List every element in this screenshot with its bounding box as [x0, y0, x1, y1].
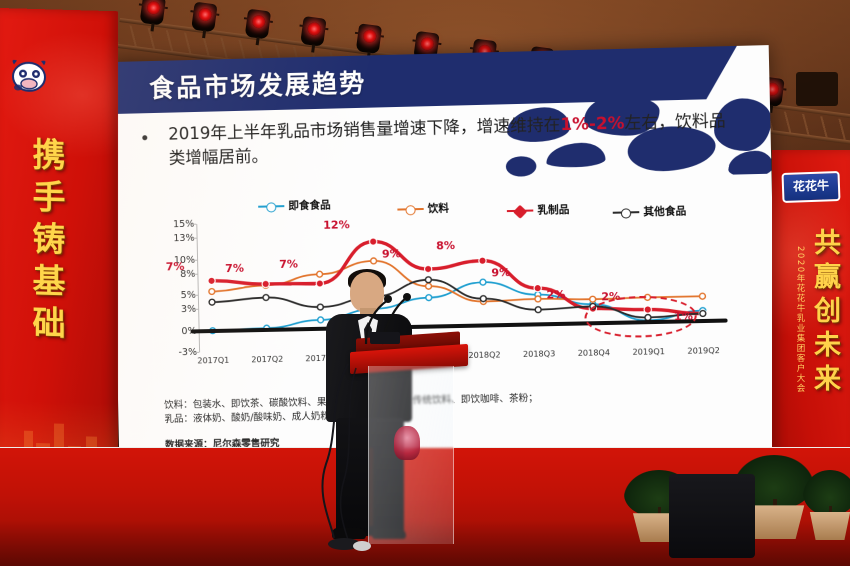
legend-swatch-icon [258, 201, 285, 213]
microphone-head-icon [384, 295, 392, 303]
speaker-shoe [332, 528, 366, 539]
series-marker [480, 296, 486, 302]
series-marker [424, 265, 431, 272]
series-marker [318, 317, 324, 323]
legend-swatch-icon [506, 204, 534, 219]
par-light-icon [243, 8, 273, 46]
microphone-group [364, 293, 411, 345]
x-tick-label: 2019Q1 [632, 347, 666, 357]
series-marker [317, 271, 323, 277]
legend-item-0: 即食食品 [258, 197, 331, 214]
lectern-podium [321, 293, 468, 551]
series-marker [535, 296, 541, 302]
legend-label: 饮料 [427, 202, 450, 215]
data-label: 7% [165, 259, 185, 274]
x-tick-label: 2017Q1 [197, 355, 230, 366]
series-marker [317, 304, 323, 310]
series-marker [369, 238, 376, 245]
x-tick-label: 2019Q2 [687, 345, 721, 356]
series-marker [480, 299, 486, 305]
data-label: 9% [491, 266, 511, 280]
cow-mascot-logo-icon [12, 59, 46, 92]
legend-swatch-icon [397, 203, 424, 215]
series-marker [479, 257, 486, 264]
par-light-icon [138, 0, 168, 32]
left-banner-text: 携手铸基础 [27, 136, 66, 348]
potted-plant [803, 470, 850, 540]
podium-emblem [394, 426, 420, 460]
left-red-banner: 携手铸基础 [0, 8, 118, 482]
bullet-text-pre: 2019年上半年乳品市场销售量增速下降，增速维持在 [168, 115, 561, 144]
data-label: 2% [546, 288, 566, 302]
series-marker [426, 295, 432, 301]
series-marker [426, 283, 432, 289]
laptop-icon [370, 332, 400, 344]
data-label: 7% [225, 261, 245, 276]
series-marker [480, 279, 486, 285]
series-marker [207, 287, 215, 295]
slide-title: 食品市场发展趋势 [148, 68, 367, 104]
series-marker [699, 293, 705, 299]
series-marker [260, 278, 270, 288]
series-marker [261, 293, 269, 301]
brand-logo: 花花牛 [781, 170, 841, 204]
right-banner-subtext: 2020年花花牛乳业集团客户大会 [795, 246, 805, 394]
series-marker [316, 280, 323, 287]
series-marker [535, 292, 541, 298]
par-light-icon [190, 1, 220, 39]
side-lighting-rig [796, 72, 838, 106]
stage-chair [669, 474, 755, 558]
microphone-head-icon [403, 293, 411, 301]
series-marker [590, 296, 596, 302]
par-light-icon [354, 23, 384, 60]
data-label: 12% [323, 218, 350, 233]
series-marker [535, 307, 541, 313]
cable-group [321, 363, 371, 551]
right-banner-text: 共赢创未来 [809, 228, 840, 398]
series-marker [534, 284, 541, 291]
x-tick-label: 2018Q4 [577, 348, 611, 358]
series-marker [208, 298, 216, 306]
bullet-highlight: 1%-2% [560, 113, 625, 135]
x-tick-label: 2018Q3 [522, 349, 556, 359]
speaker-head [350, 272, 384, 312]
series-marker [425, 277, 431, 283]
par-light-icon [299, 15, 329, 53]
series-marker [207, 276, 216, 285]
x-tick-label: 2017Q2 [251, 354, 284, 365]
data-label: 7% [278, 257, 299, 271]
series-marker [371, 258, 377, 264]
data-label: 8% [436, 238, 456, 253]
legend-item-1: 饮料 [397, 200, 449, 216]
data-label: 9% [381, 246, 401, 261]
bullet-dot-icon [142, 135, 148, 141]
y-axis-labels: 15% 13% 10% 8% 5% 3% 0% -3% [160, 219, 197, 359]
series-marker [700, 310, 706, 316]
legend-label: 即食食品 [288, 199, 331, 213]
